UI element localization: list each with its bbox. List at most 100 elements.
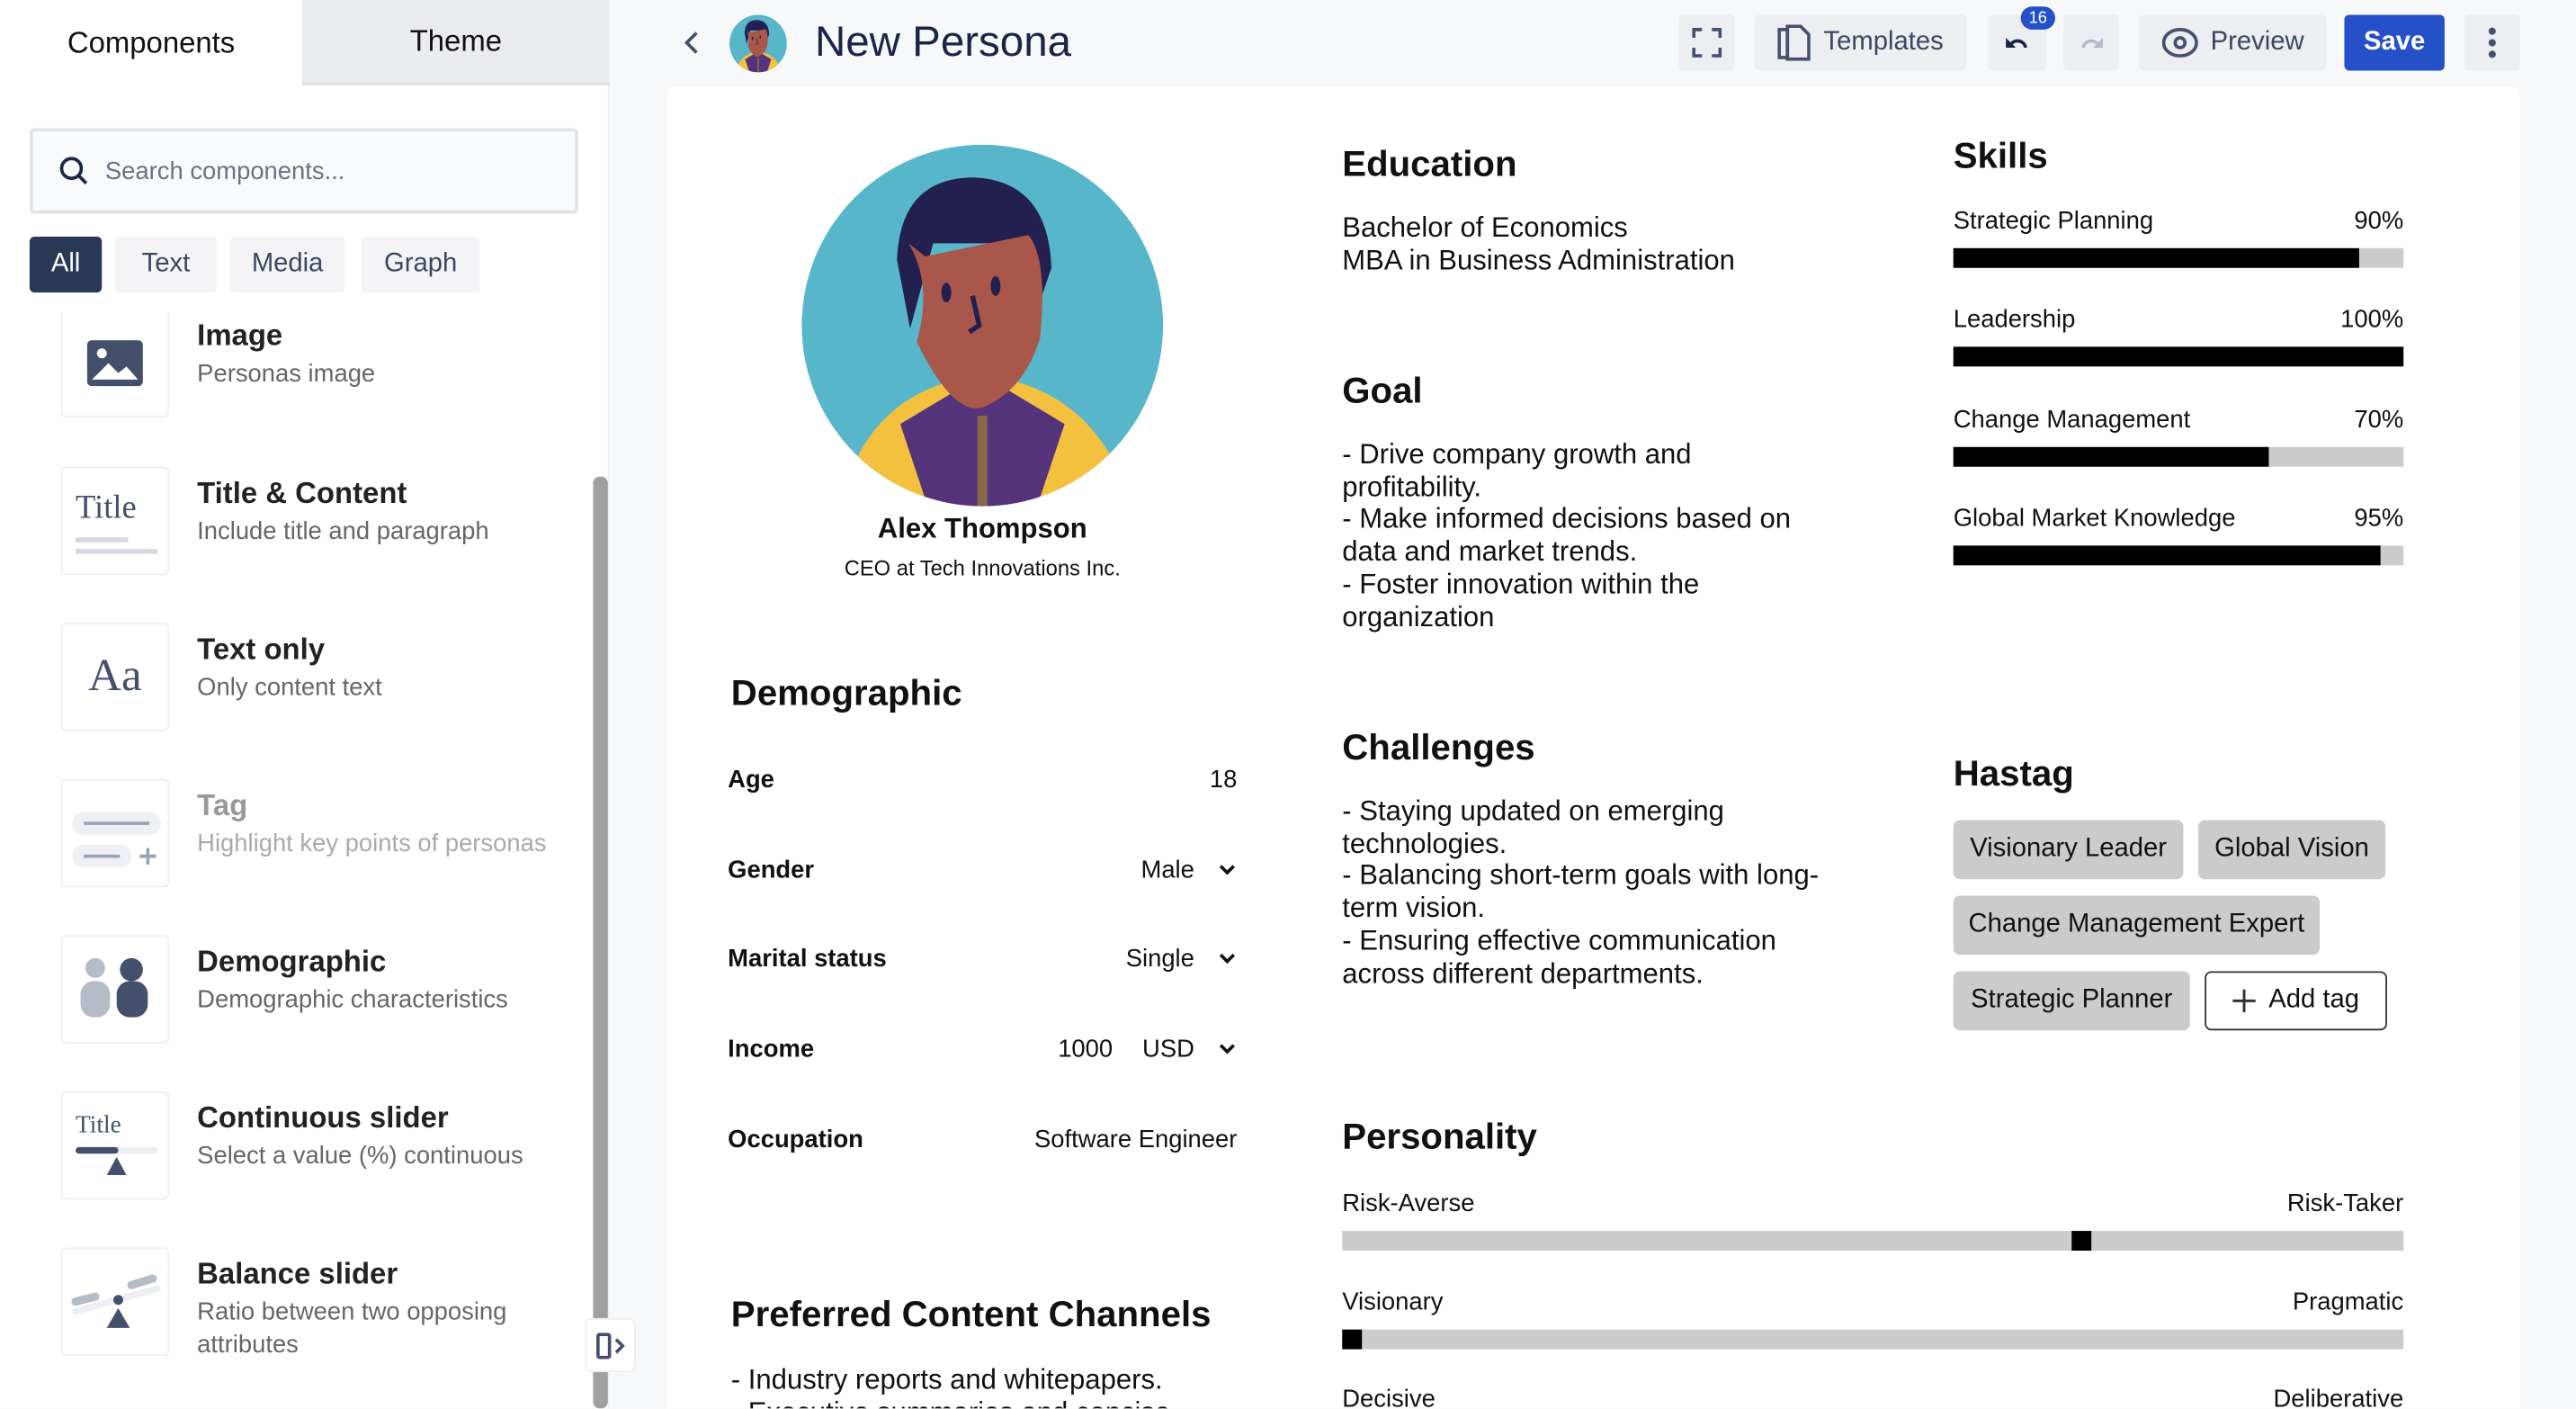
demographic-row: Income 1000 USD [728,1034,1237,1063]
collapse-panel-button[interactable] [585,1317,636,1373]
skill-bar[interactable] [1953,346,2404,367]
demographic-row: Marital status Single [728,943,1237,973]
demo-value: Single [1125,944,1194,973]
personality-slider[interactable] [1342,1329,2404,1350]
tag-chip[interactable]: Global Vision [2197,820,2386,880]
tag-icon [60,778,170,888]
skill-row: Leadership 100% [1954,306,2403,334]
demographic-row: Occupation Software Engineer [728,1124,1237,1153]
goal-heading: Goal [1342,369,1423,411]
item-title: Text only [197,633,326,666]
plus-icon [2232,989,2256,1013]
persona-role[interactable]: CEO at Tech Innovations Inc. [844,555,1121,580]
filter-all[interactable]: All [29,237,103,293]
slider-thumb[interactable] [2071,1231,2091,1251]
skill-bar[interactable] [1953,446,2404,467]
redo-icon [2081,38,2103,49]
skill-name: Change Management [1953,406,2191,435]
text-icon: Aa [60,623,170,731]
save-button[interactable]: Save [2344,14,2445,71]
demo-value-field[interactable]: Male [1140,856,1237,884]
filter-media[interactable]: Media [229,237,345,293]
component-image[interactable]: Image Personas image [60,312,586,424]
tag-chip[interactable]: Strategic Planner [1953,971,2190,1031]
demo-label: Marital status [728,944,887,973]
challenges-text[interactable]: - Staying updated on emerging technologi… [1342,795,1820,989]
components-panel: Components Theme Search components... Al… [0,0,610,1409]
chevron-down-icon [1219,1044,1236,1055]
filter-text[interactable]: Text [114,237,218,293]
search-input[interactable]: Search components... [29,128,578,214]
demo-value-field[interactable]: Single [1126,944,1238,972]
demographic-heading: Demographic [730,672,962,713]
title-content-icon: Title [60,466,170,576]
demo-value-field[interactable]: 1000 USD [1058,1035,1237,1063]
redo-button[interactable] [2063,14,2120,71]
tab-components[interactable]: Components [0,0,303,85]
challenges-heading: Challenges [1342,726,1535,767]
skill-name: Strategic Planning [1953,207,2154,236]
tab-theme[interactable]: Theme [302,0,610,85]
tag-chip[interactable]: Change Management Expert [1953,895,2321,956]
demo-label: Age [728,765,774,794]
demo-label: Gender [728,855,815,884]
demo-label: Occupation [728,1125,863,1153]
slider-left-label: Risk-Averse [1342,1189,1475,1218]
skill-row: Change Management 70% [1954,406,2403,434]
persona-avatar-small[interactable] [729,14,787,72]
continuous-slider-icon: Title [60,1090,170,1200]
component-list: Image Personas image Title Title & Conte… [0,312,592,1408]
skill-bar-fill [1953,247,2359,268]
component-text-only[interactable]: Aa Text only Only content text [60,623,586,738]
item-title: Balance slider [197,1257,398,1290]
persona-avatar[interactable] [801,145,1163,507]
demographic-row: Age 18 [728,764,1237,794]
fullscreen-button[interactable] [1678,14,1735,71]
demo-value-field[interactable]: Software Engineer [1034,1125,1237,1153]
slider-left-label: Decisive [1342,1385,1436,1409]
persona-name[interactable]: Alex Thompson [877,512,1087,544]
templates-button[interactable]: Templates [1754,14,1967,71]
demo-value-field[interactable]: 18 [1210,765,1237,793]
item-desc: Only content text [197,673,382,702]
education-text[interactable]: Bachelor of Economics MBA in Business Ad… [1342,211,1735,276]
preview-button[interactable]: Preview [2139,14,2327,71]
skill-bar-fill [1953,446,2269,467]
persona-title[interactable]: New Persona [814,16,1072,67]
filter-graph[interactable]: Graph [361,237,480,293]
slider-thumb[interactable] [1342,1329,1363,1350]
personality-labels: Visionary Pragmatic [1342,1288,2403,1316]
demo-unit: USD [1142,1034,1194,1063]
tag-chip[interactable]: Visionary Leader [1953,820,2184,880]
item-title: Demographic [197,945,387,978]
search-placeholder: Search components... [104,157,345,185]
skill-bar[interactable] [1953,545,2404,566]
add-tag-button[interactable]: Add tag [2205,971,2387,1031]
component-balance-slider[interactable]: Balance slider Ratio between two opposin… [60,1247,586,1362]
skill-name: Global Market Knowledge [1953,504,2236,533]
item-desc: Demographic characteristics [197,985,508,1014]
templates-icon [1777,24,1811,61]
component-demographic[interactable]: Demographic Demographic characteristics [60,935,586,1050]
back-chevron-icon[interactable] [678,28,704,58]
channels-heading: Preferred Content Channels [730,1293,1212,1335]
component-continuous-slider[interactable]: Title Continuous slider Select a value (… [60,1090,586,1207]
demo-value: Male [1140,855,1194,884]
component-title-content[interactable]: Title Title & Content Include title and … [60,466,586,582]
channels-text[interactable]: - Industry reports and whitepapers. - Ex… [730,1364,1170,1408]
item-title: Tag [197,788,248,822]
personality-slider[interactable] [1342,1231,2404,1251]
hashtag-heading: Hastag [1953,752,2074,794]
icon-text: Title [76,1111,121,1138]
skill-percent: 70% [2354,406,2404,435]
skill-bar[interactable] [1953,247,2404,268]
component-tag[interactable]: Tag Highlight key points of personas [60,778,586,894]
skill-name: Leadership [1953,305,2076,334]
goal-text[interactable]: - Drive company growth and profitability… [1342,438,1792,633]
more-options-button[interactable] [2464,14,2520,71]
skill-percent: 90% [2354,207,2404,236]
undo-icon [2006,38,2027,49]
item-title: Image [197,319,283,352]
scrollbar[interactable] [593,476,608,1409]
fullscreen-icon [1692,28,1722,58]
